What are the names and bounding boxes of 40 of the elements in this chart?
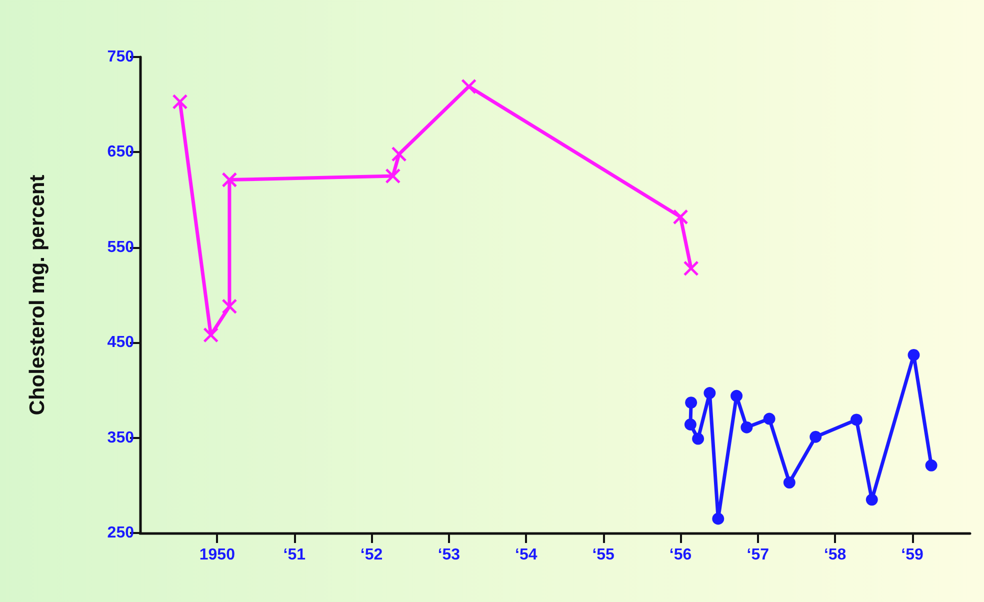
x-tick-label: ‘58	[824, 546, 846, 564]
point	[672, 209, 688, 225]
x-tick-label: ‘57	[746, 546, 770, 564]
point	[683, 260, 699, 276]
point	[391, 146, 407, 162]
point	[222, 298, 238, 314]
y-tick-label: 350	[107, 429, 134, 446]
point	[203, 327, 219, 343]
x-tick-label: ‘55	[592, 546, 615, 564]
point	[685, 396, 698, 409]
point	[783, 476, 796, 489]
point	[692, 432, 704, 445]
point	[763, 412, 776, 425]
x-tick-label: ‘54	[515, 546, 538, 564]
point	[730, 390, 743, 402]
point	[925, 459, 938, 472]
x-tick-label: ‘51	[283, 546, 306, 564]
x-tick-label: ‘59	[901, 546, 924, 564]
y-tick-label: 450	[107, 334, 134, 352]
x-tick-label: ‘52	[360, 546, 383, 564]
x-tick-label: ‘56	[669, 546, 692, 564]
y-tick-label: 250	[107, 524, 134, 542]
x-tick-label: 1950	[199, 546, 236, 564]
x-tick-label: ‘53	[438, 546, 460, 564]
y-tick-label: 550	[107, 238, 134, 256]
point	[172, 94, 188, 110]
point	[740, 421, 753, 434]
point	[385, 168, 401, 184]
y-tick-label: 750	[107, 48, 134, 66]
point	[712, 512, 724, 525]
y-axis-title: Cholesterol mg. percent	[26, 174, 49, 416]
point	[222, 172, 238, 188]
point	[684, 418, 696, 430]
y-tick-label: 650	[107, 144, 134, 161]
point	[850, 414, 862, 426]
point	[908, 348, 920, 361]
point	[461, 78, 477, 94]
point	[704, 387, 716, 400]
point	[866, 494, 878, 506]
point	[810, 430, 822, 443]
